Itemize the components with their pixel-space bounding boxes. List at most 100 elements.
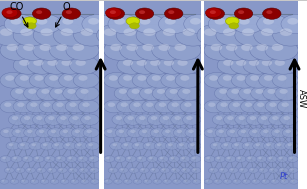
Circle shape xyxy=(88,18,99,25)
Circle shape xyxy=(123,179,132,184)
Circle shape xyxy=(74,142,88,150)
Circle shape xyxy=(290,168,294,170)
Circle shape xyxy=(175,72,201,88)
Circle shape xyxy=(250,75,259,81)
Circle shape xyxy=(183,114,201,125)
Circle shape xyxy=(291,180,294,182)
Circle shape xyxy=(24,86,47,101)
Circle shape xyxy=(44,72,70,88)
Circle shape xyxy=(174,44,186,51)
Circle shape xyxy=(249,128,265,138)
Circle shape xyxy=(136,24,172,46)
Circle shape xyxy=(50,179,59,184)
Circle shape xyxy=(261,116,267,120)
Circle shape xyxy=(33,40,66,60)
Circle shape xyxy=(221,142,234,150)
Circle shape xyxy=(223,75,232,81)
Circle shape xyxy=(173,179,181,184)
Circle shape xyxy=(108,167,118,173)
Circle shape xyxy=(9,143,14,146)
Circle shape xyxy=(27,130,33,133)
Circle shape xyxy=(231,89,239,94)
Circle shape xyxy=(68,167,78,173)
Circle shape xyxy=(13,157,17,159)
Circle shape xyxy=(235,114,253,125)
Circle shape xyxy=(142,100,163,113)
Circle shape xyxy=(146,143,150,146)
Circle shape xyxy=(153,130,159,133)
Circle shape xyxy=(269,114,287,125)
Circle shape xyxy=(72,180,75,182)
Circle shape xyxy=(136,40,169,60)
Circle shape xyxy=(215,86,238,101)
Circle shape xyxy=(10,179,19,184)
Circle shape xyxy=(40,142,54,150)
Circle shape xyxy=(180,75,189,81)
Circle shape xyxy=(66,143,70,146)
Circle shape xyxy=(262,8,281,19)
Circle shape xyxy=(237,157,241,159)
Circle shape xyxy=(164,60,174,66)
Circle shape xyxy=(81,114,99,125)
Circle shape xyxy=(210,168,214,170)
Circle shape xyxy=(57,157,61,159)
Circle shape xyxy=(162,168,165,170)
Circle shape xyxy=(123,60,133,66)
Circle shape xyxy=(59,128,75,138)
Circle shape xyxy=(248,157,252,159)
Circle shape xyxy=(238,10,244,14)
Circle shape xyxy=(225,156,236,162)
Circle shape xyxy=(231,72,257,88)
Circle shape xyxy=(60,179,69,184)
Circle shape xyxy=(282,180,285,182)
Circle shape xyxy=(56,102,64,107)
Circle shape xyxy=(210,142,223,150)
Circle shape xyxy=(275,60,285,66)
Circle shape xyxy=(251,179,260,184)
Circle shape xyxy=(263,18,274,25)
Circle shape xyxy=(153,179,161,184)
Circle shape xyxy=(56,44,68,51)
Circle shape xyxy=(125,180,128,182)
Circle shape xyxy=(117,157,121,159)
Circle shape xyxy=(234,8,253,19)
Circle shape xyxy=(55,156,66,162)
Circle shape xyxy=(204,100,225,113)
Circle shape xyxy=(162,128,178,138)
Circle shape xyxy=(262,60,272,66)
Circle shape xyxy=(204,28,216,36)
Circle shape xyxy=(33,60,44,66)
Circle shape xyxy=(143,142,157,150)
Circle shape xyxy=(193,168,196,170)
Circle shape xyxy=(165,18,176,25)
Circle shape xyxy=(53,24,89,46)
Circle shape xyxy=(265,100,286,113)
Circle shape xyxy=(69,102,77,107)
Circle shape xyxy=(261,28,273,36)
Circle shape xyxy=(150,167,159,173)
Circle shape xyxy=(133,102,141,107)
Circle shape xyxy=(151,116,157,120)
Circle shape xyxy=(272,116,279,120)
Circle shape xyxy=(157,156,169,162)
Circle shape xyxy=(236,75,246,81)
Circle shape xyxy=(24,116,30,120)
Circle shape xyxy=(257,102,264,107)
Circle shape xyxy=(30,179,39,184)
Circle shape xyxy=(269,56,298,74)
Circle shape xyxy=(0,128,16,138)
Circle shape xyxy=(90,157,94,159)
Circle shape xyxy=(163,28,175,36)
Circle shape xyxy=(232,14,264,33)
Circle shape xyxy=(173,128,189,138)
Circle shape xyxy=(163,179,171,184)
Circle shape xyxy=(204,40,237,60)
Circle shape xyxy=(182,89,190,94)
Circle shape xyxy=(56,14,87,33)
Circle shape xyxy=(25,167,35,173)
Circle shape xyxy=(123,75,132,81)
Circle shape xyxy=(43,102,51,107)
Circle shape xyxy=(290,179,298,184)
Circle shape xyxy=(208,167,218,173)
Circle shape xyxy=(4,167,14,173)
